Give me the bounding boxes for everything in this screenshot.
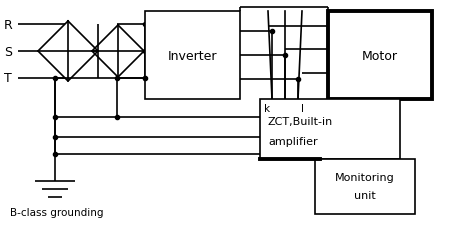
Text: R: R: [4, 18, 13, 31]
Text: Motor: Motor: [362, 49, 398, 62]
Bar: [328, 12, 432, 100]
Text: ZCT,Built-in: ZCT,Built-in: [268, 116, 333, 126]
Text: amplifier: amplifier: [268, 136, 318, 146]
Text: unit: unit: [354, 191, 376, 201]
Bar: [260, 100, 400, 159]
Text: Inverter: Inverter: [168, 49, 217, 62]
Text: S: S: [4, 45, 12, 58]
Text: T: T: [4, 72, 12, 85]
Text: B-class grounding: B-class grounding: [10, 207, 104, 217]
Text: Monitoring: Monitoring: [335, 173, 395, 183]
Bar: [145, 12, 240, 100]
Text: l: l: [302, 104, 305, 114]
Text: k: k: [264, 104, 270, 114]
Bar: [315, 159, 415, 214]
